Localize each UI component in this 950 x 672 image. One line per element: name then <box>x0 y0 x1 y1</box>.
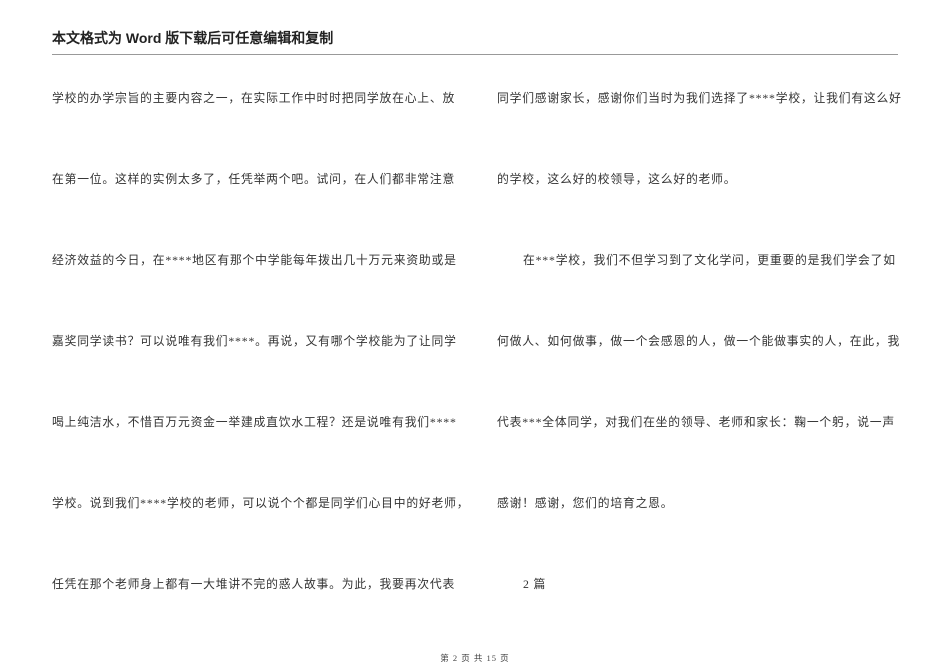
text-line: 的学校，这么好的校领导，这么好的老师。 <box>497 170 898 187</box>
text-line: 学校。说到我们****学校的老师，可以说个个都是同学们心目中的好老师， <box>52 494 453 511</box>
text-line: 学校的办学宗旨的主要内容之一，在实际工作中时时把同学放在心上、放 <box>52 89 453 106</box>
text-line: 在***学校，我们不但学习到了文化学问，更重要的是我们学会了如 <box>497 251 898 268</box>
text-line: 任凭在那个老师身上都有一大堆讲不完的惑人故事。为此，我要再次代表 <box>52 575 453 592</box>
content-columns: 学校的办学宗旨的主要内容之一，在实际工作中时时把同学放在心上、放 在第一位。这样… <box>52 89 898 656</box>
text-line: 感谢！感谢，您们的培育之恩。 <box>497 494 898 511</box>
text-line: 喝上纯洁水，不惜百万元资金一举建成直饮水工程？还是说唯有我们**** <box>52 413 453 430</box>
text-line: 何做人、如何做事，做一个会感恩的人，做一个能做事实的人，在此，我 <box>497 332 898 349</box>
document-page: 本文格式为 Word 版下载后可任意编辑和复制 学校的办学宗旨的主要内容之一，在… <box>0 0 950 656</box>
right-column: 同学们感谢家长，感谢你们当时为我们选择了****学校，让我们有这么好 的学校，这… <box>497 89 898 656</box>
text-line: 代表***全体同学，对我们在坐的领导、老师和家长：鞠一个躬，说一声 <box>497 413 898 430</box>
left-column: 学校的办学宗旨的主要内容之一，在实际工作中时时把同学放在心上、放 在第一位。这样… <box>52 89 453 656</box>
text-line: 经济效益的今日，在****地区有那个中学能每年拨出几十万元来资助或是 <box>52 251 453 268</box>
text-line: 嘉奖同学读书？可以说唯有我们****。再说，又有哪个学校能为了让同学 <box>52 332 453 349</box>
text-line: 同学们感谢家长，感谢你们当时为我们选择了****学校，让我们有这么好 <box>497 89 898 106</box>
text-line: 在第一位。这样的实例太多了，任凭举两个吧。试问，在人们都非常注意 <box>52 170 453 187</box>
page-footer: 第 2 页 共 15 页 <box>0 652 950 664</box>
text-line: 2 篇 <box>497 575 898 592</box>
page-header: 本文格式为 Word 版下载后可任意编辑和复制 <box>52 28 898 55</box>
